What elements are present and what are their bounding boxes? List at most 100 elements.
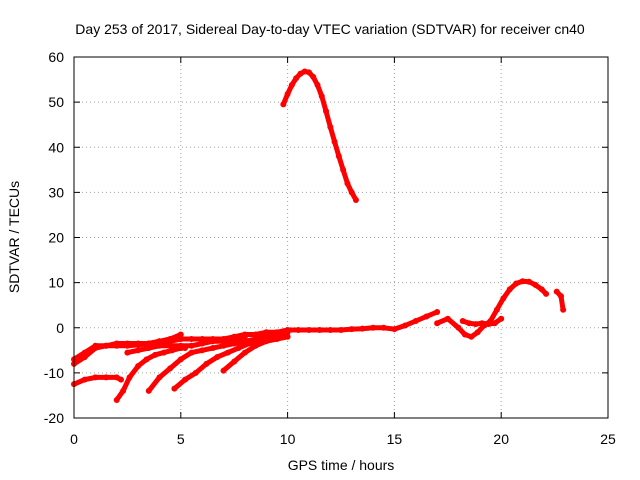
y-tick-label: -20 [44,410,64,426]
data-point [434,320,441,327]
data-point [380,324,387,331]
data-point [167,342,174,349]
data-point [246,340,253,347]
data-point [156,374,163,381]
data-point [167,365,174,372]
data-point [293,75,300,82]
data-point [81,349,88,356]
data-point [560,306,567,313]
data-point [538,286,545,293]
data-point [126,374,133,381]
data-point [459,317,466,324]
data-point [323,108,330,115]
data-point [331,138,338,145]
data-point [348,189,355,196]
data-point [171,385,178,392]
chart-title: Day 253 of 2017, Sidereal Day-to-day VTE… [75,21,585,37]
data-point [472,321,479,328]
grid-lines [74,57,608,418]
data-point [103,342,110,349]
data-point [352,197,359,204]
data-point [558,293,565,300]
data-point [295,327,302,334]
y-tick-label: 40 [48,139,64,155]
data-point [188,336,195,343]
data-point [485,321,492,328]
x-tick-label: 5 [177,431,185,447]
data-point [519,278,526,285]
data-point [135,363,142,370]
data-point [461,331,468,338]
data-point [214,354,221,361]
data-point [224,349,231,356]
data-point [220,342,227,349]
data-point [344,180,351,187]
data-point [498,315,505,322]
data-point [474,329,481,336]
data-point [177,331,184,338]
data-point [143,356,150,363]
data-point [220,367,227,374]
data-point [402,322,409,329]
data-point [203,360,210,367]
data-point [284,91,291,98]
data-point [288,81,295,88]
data-point [525,278,532,285]
data-point [340,166,347,173]
data-point [145,340,152,347]
data-point [188,349,195,356]
data-point [120,387,127,394]
data-point [235,345,242,352]
data-point [199,336,206,343]
data-point [327,123,334,130]
data-point [263,329,270,336]
y-tick-label: 60 [48,49,64,65]
y-tick-label: 20 [48,230,64,246]
data-point [506,286,513,293]
data-point [220,338,227,345]
data-point [192,369,199,376]
data-point [182,376,189,383]
data-point [113,342,120,349]
data-point [327,327,334,334]
data-point [316,327,323,334]
data-point [135,341,142,348]
data-point [359,325,366,332]
data-point [335,153,342,160]
data-point [513,280,520,287]
data-point [455,324,462,331]
data-point [124,342,131,349]
data-point [156,338,163,345]
data-point [209,345,216,352]
data-point [543,290,550,297]
series-line-track-4 [114,345,188,403]
data-point [117,376,124,383]
data-point [169,347,176,354]
data-point [231,358,238,365]
data-point [263,338,270,345]
data-point [209,338,216,345]
data-point [241,333,248,340]
x-tick-label: 25 [600,431,616,447]
y-axis-label: SDTVAR / TECUs [6,181,22,293]
data-point [532,281,539,288]
x-tick-label: 0 [70,431,78,447]
data-point [423,313,430,320]
data-point [81,376,88,383]
data-point [145,387,152,394]
data-point [152,351,159,358]
data-point [412,317,419,324]
data-point [231,340,238,347]
data-point [103,374,110,381]
data-point [188,342,195,349]
data-point [160,349,167,356]
data-point [280,101,287,108]
data-point [113,396,120,403]
data-point [310,73,317,80]
data-series [71,68,567,403]
data-point [199,347,206,354]
data-point [314,81,321,88]
data-point [491,320,498,327]
data-point [199,340,206,347]
